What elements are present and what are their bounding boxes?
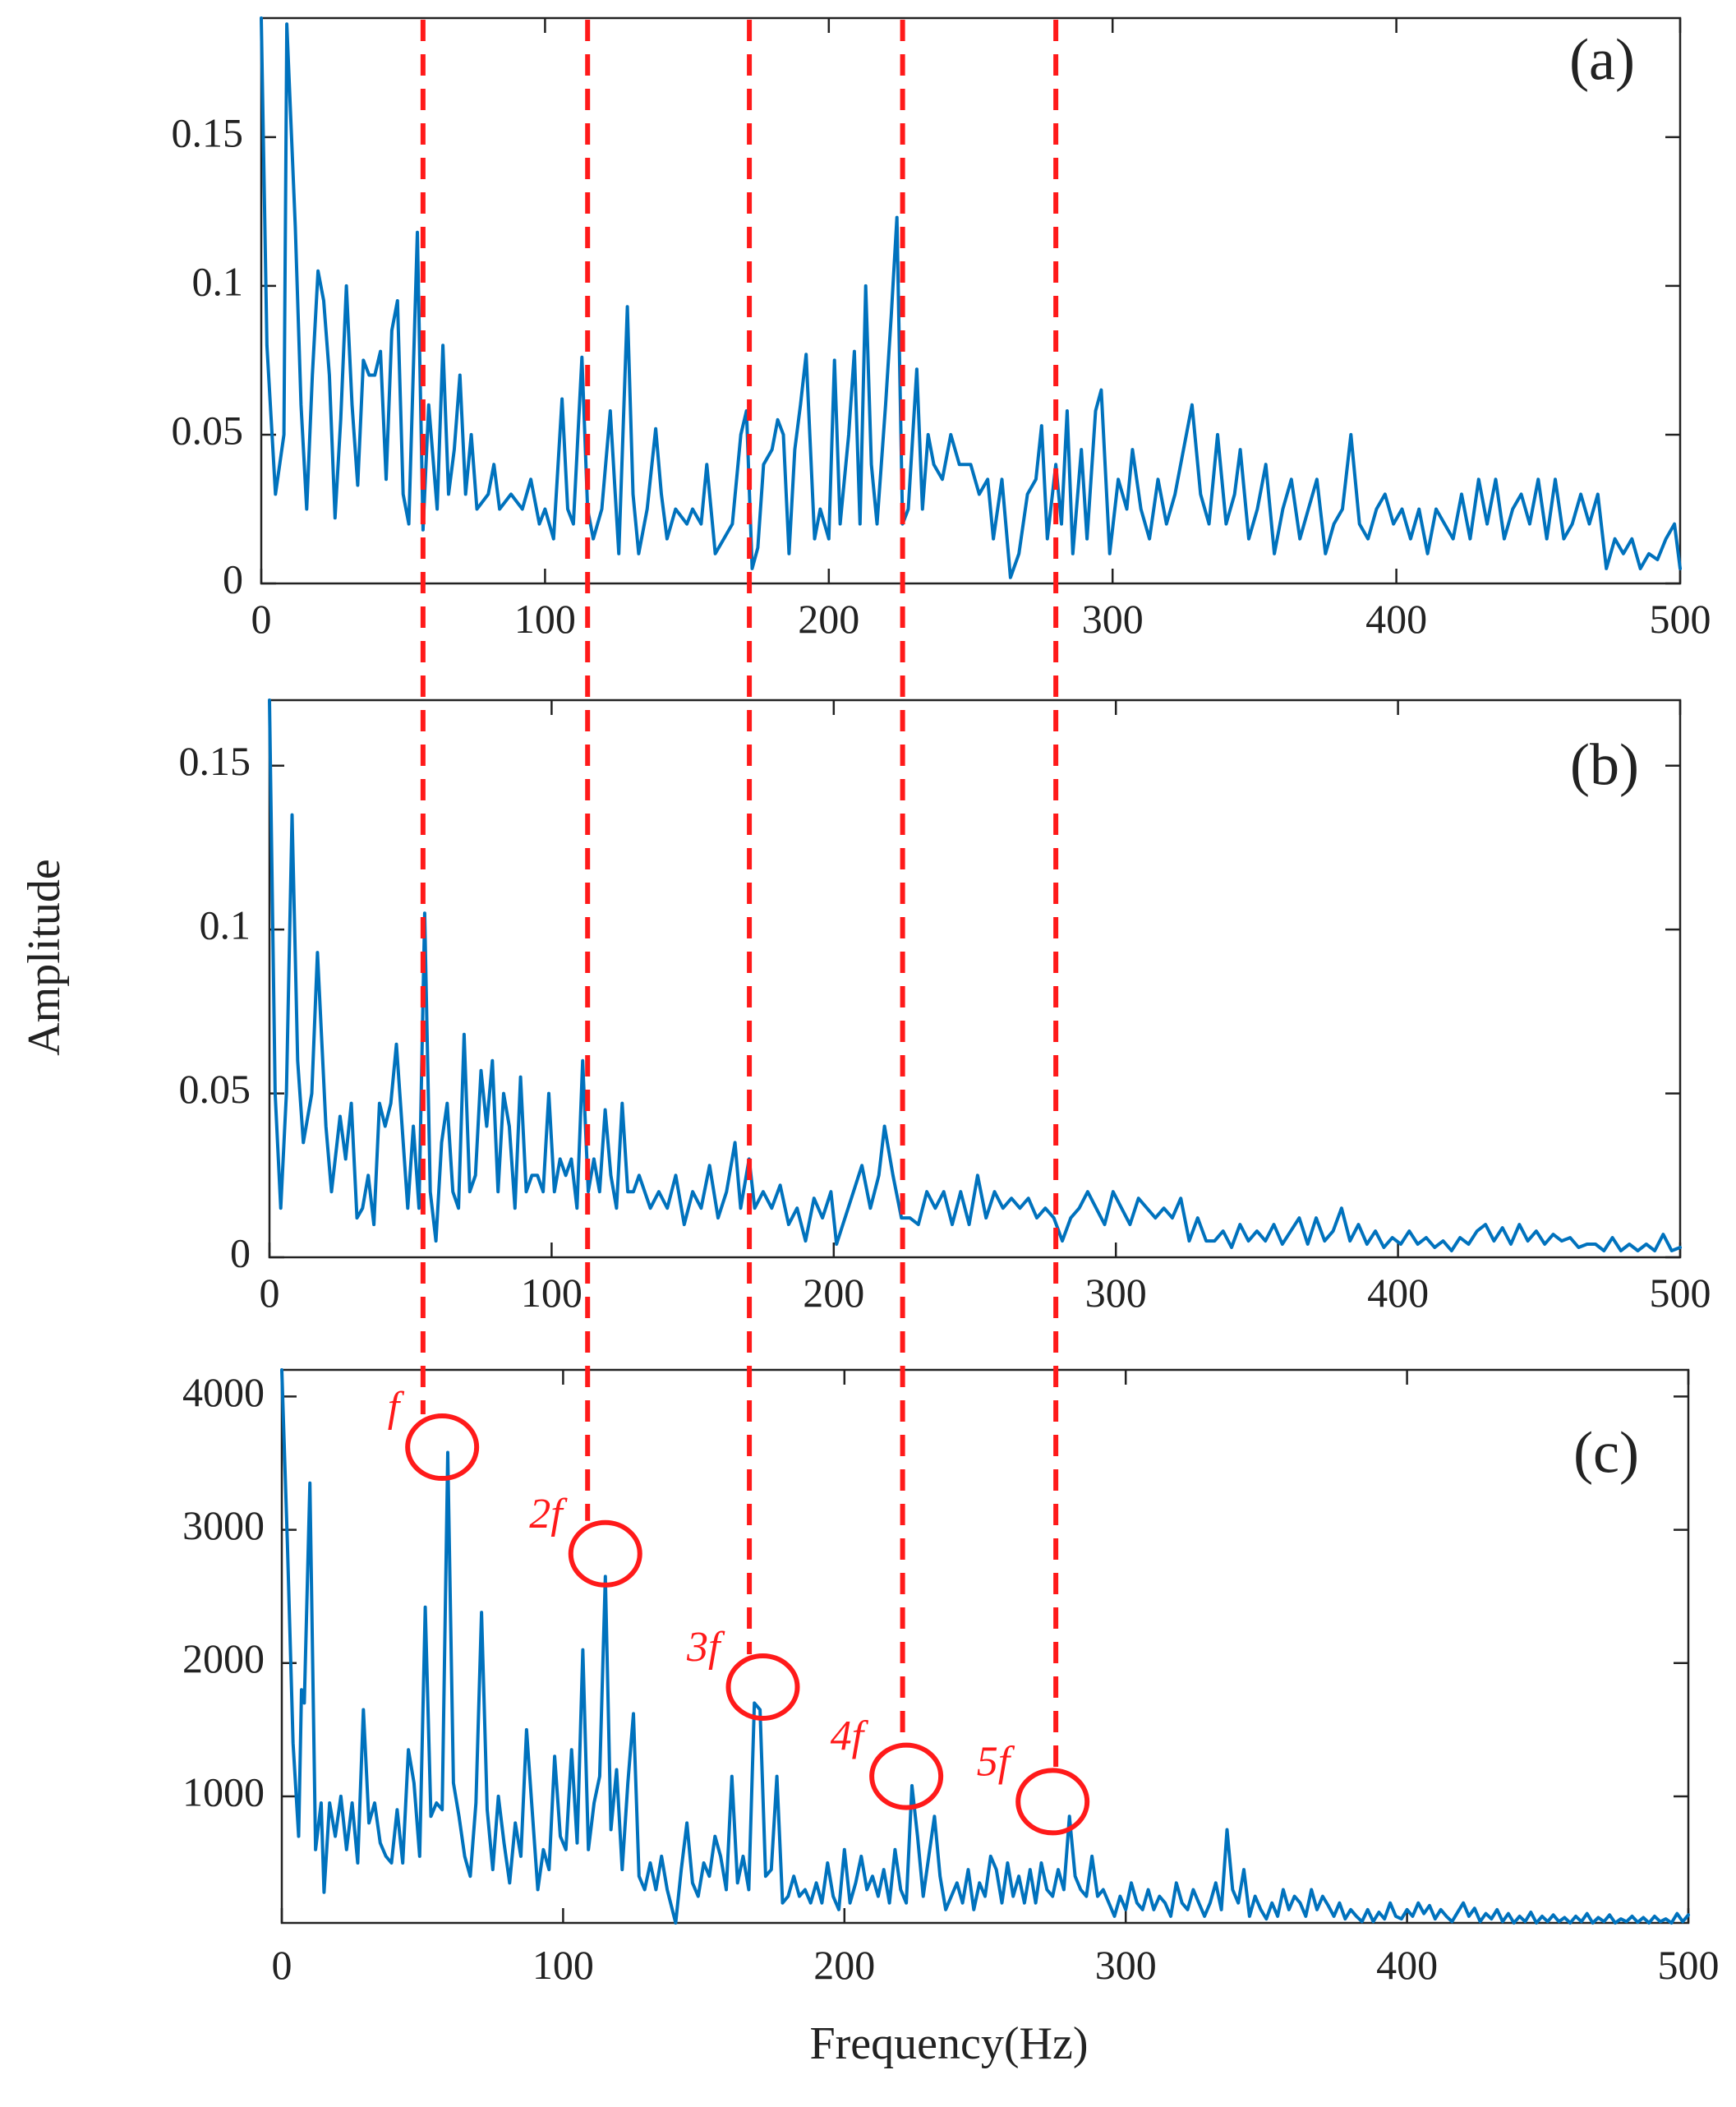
y-tick-label: 0.15 bbox=[179, 738, 251, 784]
x-tick-label: 300 bbox=[1085, 1270, 1147, 1316]
y-tick-label: 4000 bbox=[182, 1369, 265, 1415]
x-tick-label: 200 bbox=[813, 1942, 875, 1988]
panel-a-frame bbox=[260, 16, 1682, 585]
x-tick-label: 300 bbox=[1095, 1942, 1157, 1988]
panel-c-ticks bbox=[280, 1370, 1690, 1923]
y-tick-label: 0.05 bbox=[179, 1066, 251, 1112]
x-tick-label: 0 bbox=[272, 1942, 292, 1988]
panel-a-ticks bbox=[260, 18, 1682, 585]
panel-a-label: (a) bbox=[1569, 27, 1635, 93]
x-tick-label: 400 bbox=[1365, 596, 1427, 642]
x-tick-label: 100 bbox=[532, 1942, 594, 1988]
harmonic-label: 4f bbox=[831, 1713, 869, 1760]
panel-c-label: (c) bbox=[1573, 1420, 1639, 1486]
y-tick-label: 0.05 bbox=[172, 407, 244, 453]
harmonic-label: 2f bbox=[529, 1491, 568, 1538]
harmonic-reference-lines bbox=[420, 20, 1059, 1769]
y-tick-label: 0 bbox=[223, 556, 243, 602]
x-tick-label: 500 bbox=[1658, 1942, 1720, 1988]
x-tick-label: 0 bbox=[260, 1270, 280, 1316]
y-tick-label: 0.1 bbox=[200, 902, 251, 948]
panel-c-frame bbox=[280, 1368, 1690, 1925]
y-tick-label: 3000 bbox=[182, 1502, 265, 1548]
x-tick-label: 200 bbox=[803, 1270, 864, 1316]
panel-b-series-line bbox=[268, 698, 1682, 1252]
y-tick-label: 0.1 bbox=[192, 258, 244, 304]
panel-b: 0 100 200 300 400 500 0 0.05 0.1 0.15 (b) bbox=[179, 698, 1711, 1316]
harmonic-label: 5f bbox=[977, 1738, 1015, 1785]
panel-b-label: (b) bbox=[1570, 732, 1639, 798]
harmonic-label: 3f bbox=[686, 1624, 725, 1671]
x-tick-label: 200 bbox=[798, 596, 859, 642]
panel-c: 0 100 200 300 400 500 1000 2000 3000 4000 f 2f 3f 4f… bbox=[182, 1368, 1720, 1988]
panel-c-tick-labels: 0 100 200 300 400 500 1000 2000 3000 4000 bbox=[182, 1369, 1720, 1988]
x-axis-title: Frequency(Hz) bbox=[810, 2018, 1089, 2069]
panel-b-tick-labels: 0 100 200 300 400 500 0 0.05 0.1 0.15 bbox=[179, 738, 1711, 1316]
x-tick-label: 500 bbox=[1650, 596, 1711, 642]
y-tick-label: 2000 bbox=[182, 1635, 265, 1681]
panel-b-ticks bbox=[268, 700, 1682, 1259]
y-axis-title: Amplitude bbox=[19, 859, 70, 1056]
x-tick-label: 400 bbox=[1376, 1942, 1438, 1988]
x-tick-label: 100 bbox=[521, 1270, 583, 1316]
x-tick-label: 300 bbox=[1082, 596, 1144, 642]
x-tick-label: 100 bbox=[514, 596, 576, 642]
harmonic-circle bbox=[1015, 1768, 1090, 1836]
x-tick-label: 500 bbox=[1650, 1270, 1711, 1316]
x-tick-label: 400 bbox=[1367, 1270, 1429, 1316]
harmonic-circle bbox=[725, 1653, 800, 1721]
panel-a: 0 100 200 300 400 500 0 0.05 0.1 0.15 (a) bbox=[172, 16, 1711, 642]
y-tick-label: 0 bbox=[230, 1229, 251, 1275]
harmonic-label: f bbox=[388, 1384, 405, 1431]
harmonic-circle bbox=[405, 1413, 480, 1482]
harmonic-circle bbox=[869, 1742, 944, 1810]
y-tick-label: 1000 bbox=[182, 1768, 265, 1814]
panel-c-harmonic-markers: f 2f 3f 4f 5f bbox=[388, 1384, 1090, 1836]
panel-c-series-line bbox=[280, 1368, 1690, 1925]
panel-b-frame bbox=[268, 698, 1682, 1259]
y-tick-label: 0.15 bbox=[172, 109, 244, 155]
harmonic-circle bbox=[568, 1519, 642, 1588]
panel-a-series-line bbox=[260, 16, 1682, 579]
panel-a-tick-labels: 0 100 200 300 400 500 0 0.05 0.1 0.15 bbox=[172, 109, 1711, 642]
x-tick-label: 0 bbox=[251, 596, 272, 642]
